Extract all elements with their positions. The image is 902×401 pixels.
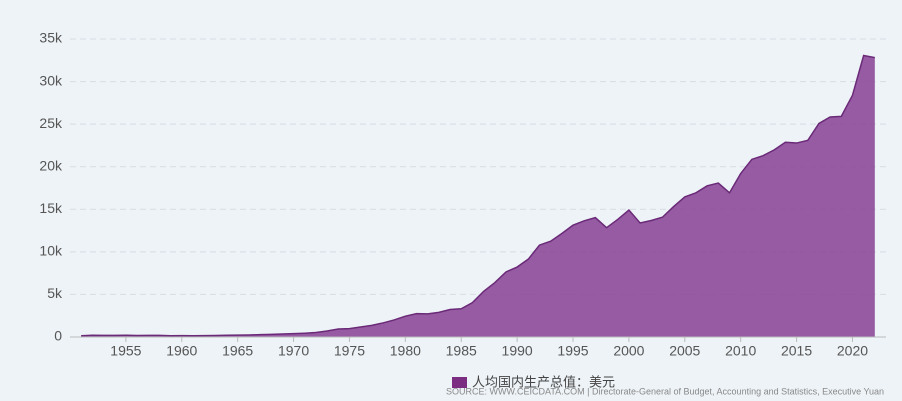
x-tick-label: 2010: [725, 343, 756, 359]
y-tick-label: 35k: [39, 30, 63, 46]
x-tick-label: 2020: [837, 343, 868, 359]
y-tick-label: 25k: [39, 115, 63, 131]
y-tick-label: 15k: [39, 200, 63, 216]
y-tick-label: 30k: [39, 72, 63, 88]
legend-label: 人均国内生产总值：美元: [472, 374, 615, 389]
x-tick-label: 1965: [222, 343, 253, 359]
x-tick-label: 1990: [502, 343, 533, 359]
x-tick-label: 2000: [613, 343, 644, 359]
y-tick-label: 20k: [39, 157, 63, 173]
x-tick-label: 1955: [110, 343, 141, 359]
legend-swatch: [452, 377, 467, 388]
x-tick-label: 1995: [557, 343, 588, 359]
line: [81, 54, 875, 337]
x-tick-label: 1975: [334, 343, 365, 359]
x-tick-label: 1970: [278, 343, 309, 359]
x-tick-label: 2015: [781, 343, 812, 359]
x-tick-label: 1960: [166, 343, 197, 359]
area: [81, 55, 875, 337]
x-tick-label: 1980: [390, 343, 421, 359]
source: SOURCE: WWW.CEICDATA.COM | Directorate-G…: [446, 386, 884, 396]
x-tick-label: 2005: [669, 343, 700, 359]
y-tick-label: 0: [54, 328, 62, 344]
x-tick-label: 1985: [446, 343, 477, 359]
y-tick-label: 5k: [47, 285, 63, 301]
y-tick-label: 10k: [39, 243, 63, 259]
